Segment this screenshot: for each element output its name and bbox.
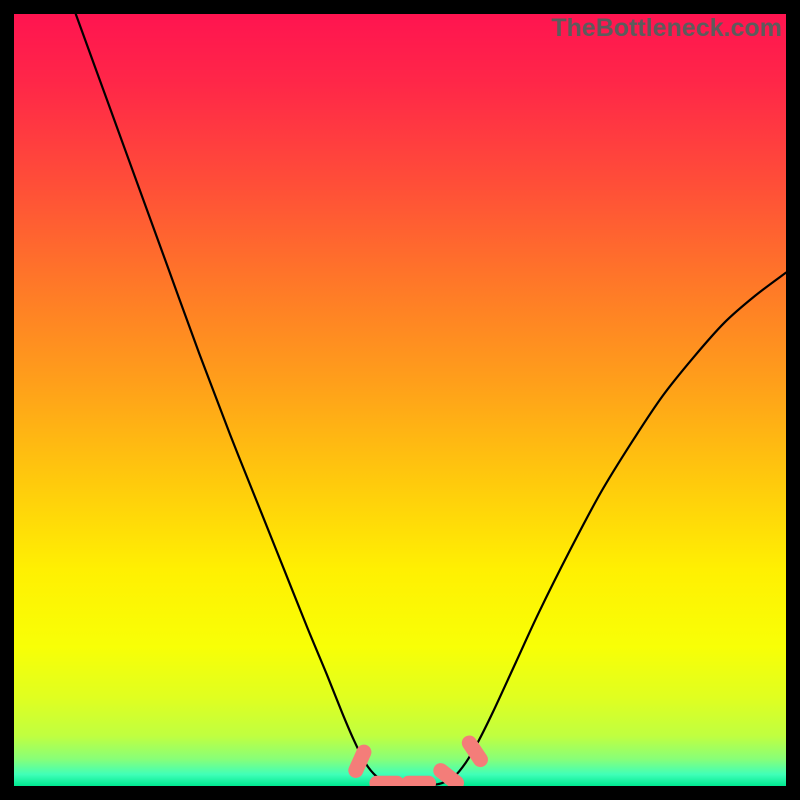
marker-capsule-2 bbox=[402, 776, 436, 786]
marker-capsule-1 bbox=[370, 776, 404, 786]
plot-area bbox=[14, 14, 786, 786]
watermark-text: TheBottleneck.com bbox=[551, 14, 782, 43]
chart-svg bbox=[14, 14, 786, 786]
gradient-background bbox=[14, 14, 786, 786]
